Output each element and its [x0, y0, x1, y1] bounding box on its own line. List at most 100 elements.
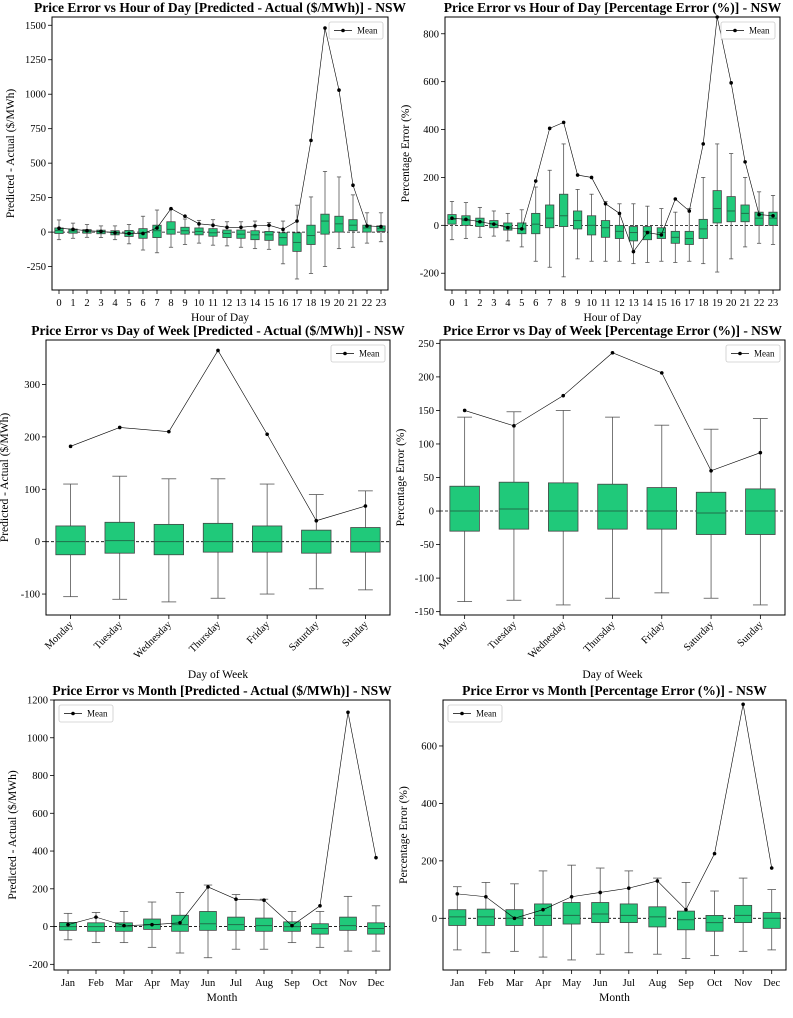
mean-point-6: [141, 231, 145, 236]
box-Friday: [646, 424, 677, 594]
x-tick-label: Thursday: [187, 619, 223, 655]
x-tick-label: 10: [586, 298, 597, 309]
chart-title: Price Error vs Month [Percentage Error (…: [462, 683, 767, 698]
box-22: [754, 191, 764, 244]
box-Aug: [255, 898, 273, 950]
x-tick-label: 18: [306, 298, 317, 309]
mean-point-1: [464, 217, 468, 222]
x-tick-label: Feb: [478, 978, 494, 989]
x-tick-label: Feb: [88, 978, 104, 989]
mean-point-4: [506, 225, 510, 230]
legend-box: [447, 704, 503, 723]
mean-line: [457, 704, 773, 919]
mean-point-Mar: [512, 916, 517, 921]
x-axis-label: Month: [599, 992, 630, 1004]
x-tick-label: 9: [575, 298, 580, 309]
mean-point-22: [365, 224, 369, 228]
mean-point-7: [547, 126, 552, 131]
box-8: [166, 208, 176, 248]
iqr-box: [498, 481, 530, 530]
mean-line: [67, 712, 377, 927]
mean-point-Friday: [265, 432, 269, 437]
mean-point-Nov: [346, 710, 350, 715]
iqr-box: [166, 221, 176, 235]
mean-point-9: [183, 214, 187, 219]
mean-point-Tuesday: [117, 425, 122, 430]
legend-box: [328, 21, 384, 40]
y-tick-label: -100: [21, 590, 40, 601]
y-tick-label: 600: [423, 77, 439, 88]
box-20: [726, 153, 736, 260]
box-21: [740, 177, 750, 248]
x-tick-label: 14: [642, 298, 653, 309]
box-17: [684, 208, 694, 262]
legend: Mean: [720, 21, 776, 40]
y-tick-label: 200: [24, 432, 40, 443]
y-axis-label: Percentage Error (%): [400, 104, 412, 202]
mean-point-Dec: [769, 866, 774, 870]
chart-panel-4: Price Error vs Month [Predicted - Actual…: [6, 683, 392, 1004]
chart-title: Price Error vs Day of Week [Percentage E…: [443, 323, 782, 338]
mean-point-Jul: [626, 886, 631, 890]
mean-line: [451, 16, 774, 253]
legend-label: Mean: [749, 26, 770, 36]
x-tick-label: 18: [698, 298, 709, 309]
box-Dec: [367, 905, 385, 952]
box-Nov: [339, 895, 357, 952]
mean-point-3: [99, 229, 103, 234]
x-tick-label: 21: [348, 298, 359, 309]
y-tick-label: 1500: [25, 21, 46, 32]
x-tick-label: 20: [726, 298, 737, 309]
box-Jul: [619, 870, 638, 954]
y-tick-label: 0: [429, 507, 434, 518]
x-tick-label: 0: [56, 298, 61, 309]
y-tick-label: 150: [418, 406, 434, 417]
x-tick-label: 11: [208, 298, 218, 309]
legend-box: [720, 21, 776, 40]
x-tick-label: Dec: [763, 978, 780, 989]
box-Feb: [476, 881, 495, 954]
mean-point-Aug: [655, 879, 660, 883]
x-tick-label: Aug: [648, 978, 667, 989]
chart-panel-2: Price Error vs Day of Week [Predicted - …: [0, 323, 405, 681]
mean-point-2: [85, 228, 89, 233]
box-Sunday: [350, 490, 381, 591]
y-tick-label: 200: [423, 173, 439, 184]
x-tick-label: 15: [656, 298, 667, 309]
mean-point-7: [155, 226, 159, 230]
x-tick-label: May: [562, 978, 582, 989]
iqr-box: [726, 196, 736, 223]
x-tick-label: 5: [126, 298, 131, 309]
mean-point-13: [631, 249, 636, 254]
mean-point-15: [659, 233, 664, 237]
legend: Mean: [725, 344, 781, 363]
box-Wednesday: [153, 478, 185, 603]
mean-point-0: [450, 216, 454, 220]
y-tick-label: 400: [421, 799, 437, 810]
y-tick-label: 1000: [27, 733, 48, 744]
iqr-box: [264, 231, 274, 241]
box-9: [180, 218, 190, 245]
x-tick-label: Sunday: [340, 619, 371, 650]
mean-point-12: [225, 225, 229, 230]
x-tick-label: 1: [463, 298, 468, 309]
x-tick-label: 23: [768, 298, 779, 309]
x-tick-label: 11: [600, 298, 610, 309]
iqr-box: [227, 916, 245, 931]
box-11: [600, 200, 611, 262]
mean-point-Jan: [66, 922, 70, 927]
x-tick-label: 2: [477, 298, 482, 309]
mean-point-May: [178, 920, 182, 925]
box-Thursday: [202, 478, 234, 599]
mean-point-Nov: [741, 702, 745, 707]
mean-point-23: [771, 213, 775, 218]
y-tick-label: 50: [424, 473, 435, 484]
mean-point-22: [757, 212, 761, 217]
legend-box: [725, 344, 781, 363]
mean-point-15: [267, 223, 271, 227]
y-tick-label: 1000: [25, 90, 46, 101]
mean-point-Friday: [659, 371, 664, 375]
iqr-box: [448, 909, 467, 926]
legend: Mean: [330, 344, 386, 363]
